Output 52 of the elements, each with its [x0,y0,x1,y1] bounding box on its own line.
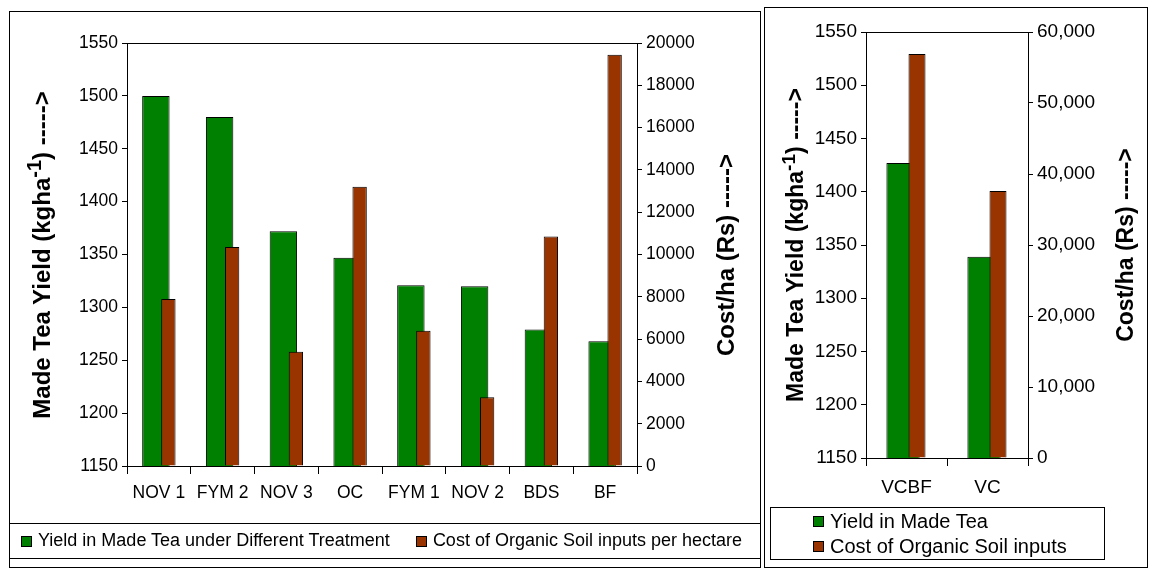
y2-tick-label: 50,000 [1037,91,1096,113]
y-tick-label: 1300 [79,296,119,317]
y2-tick-label: 0 [646,454,656,475]
y2-tick-label: 10,000 [1037,375,1096,397]
x-tick-label: FYM 1 [388,482,440,503]
y2-tick-label: 4000 [646,370,686,391]
y-tick-label: 1450 [79,137,119,158]
y2-tick-label: 14000 [646,158,695,179]
y-tick-label: 1550 [814,20,857,42]
x-tick-label: NOV 1 [132,482,186,503]
y2-tick-label: 18000 [646,74,695,95]
x-tick-label: FYM 2 [196,482,249,503]
y2-tick-label: 2000 [646,412,686,433]
y-tick-label: 1450 [814,126,857,148]
y-tick-label: 1550 [79,31,119,52]
y2-tick-label: 60,000 [1037,20,1096,42]
y2-tick-label: 8000 [646,285,686,306]
x-tick-label: BDS [523,482,560,503]
legend-label: Cost of Organic Soil inputs per hectare [432,530,743,552]
x-tick-label: NOV 3 [260,482,313,503]
y2-axis-title: Cost/ha (Rs) -----> [1111,148,1138,342]
y2-tick-label: 16000 [646,116,695,137]
y-tick-label: 1350 [79,243,119,264]
y-tick-label: 1250 [814,339,857,361]
y2-axis-title: Cost/ha (Rs) -----> [712,153,739,356]
x-tick-label: VCBF [881,475,932,497]
y2-tick-label: 20,000 [1037,304,1096,326]
x-tick-label: NOV 2 [451,482,504,503]
y-tick-label: 1350 [814,233,857,255]
y-tick-label: 1400 [814,179,857,201]
x-tick-label: BF [593,482,617,503]
y-tick-label: 1200 [814,392,857,414]
y-tick-label: 1300 [814,286,857,308]
legend-label: Cost of Organic Soil inputs [830,534,1067,558]
y-tick-label: 1400 [79,190,119,211]
y-tick-label: 1150 [80,454,119,475]
y2-tick-label: 6000 [646,327,686,348]
y2-tick-label: 10000 [646,243,695,264]
y2-tick-label: 40,000 [1037,162,1096,184]
y2-tick-label: 30,000 [1037,233,1096,255]
y-tick-label: 1250 [79,349,119,370]
y-tick-label: 1500 [814,73,857,95]
x-tick-label: OC [337,482,364,503]
y-tick-label: 1150 [816,446,857,468]
y2-tick-label: 12000 [646,201,695,222]
legend-label: Yield in Made Tea [830,509,988,533]
y-tick-label: 1500 [79,84,119,105]
y2-tick-label: 0 [1037,446,1048,468]
y-tick-label: 1200 [79,401,119,422]
x-tick-label: VC [974,475,1001,497]
legend-label: Yield in Made Tea under Different Treatment [38,530,390,552]
y2-tick-label: 20000 [646,31,695,52]
